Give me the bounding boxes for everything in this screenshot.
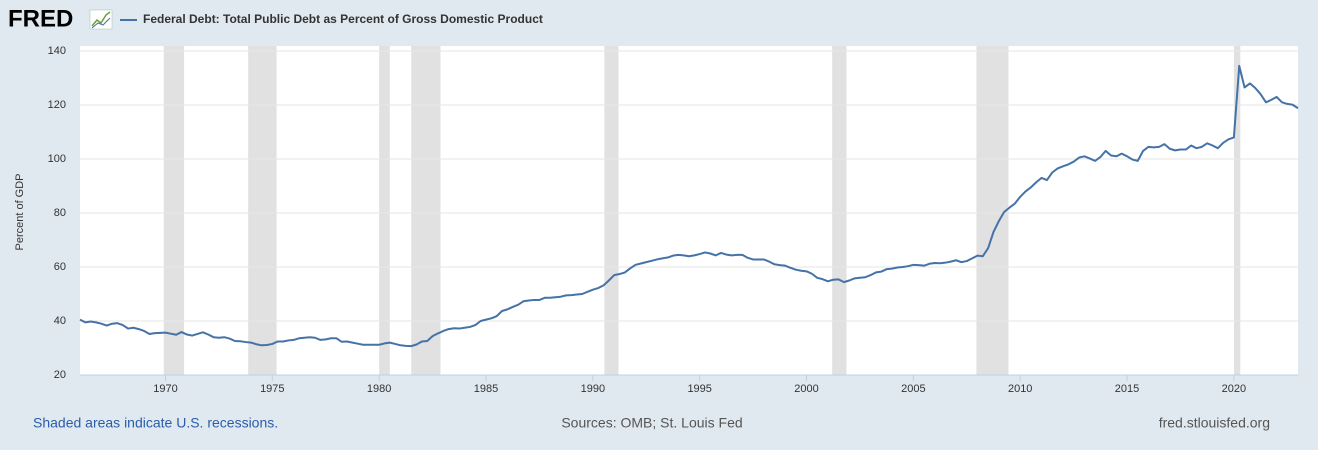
recession-band [1233, 46, 1241, 375]
sources: Sources: OMB; St. Louis Fed [561, 415, 742, 431]
y-tick-label: 40 [54, 315, 66, 327]
y-tick-label: 60 [54, 261, 66, 273]
y-tick-label: 20 [54, 369, 66, 381]
series-line [79, 64, 1299, 348]
x-tick-label: 1980 [367, 383, 391, 395]
y-tick-label: 80 [54, 207, 66, 219]
recession-band [163, 46, 185, 375]
x-tick-label: 1995 [687, 383, 711, 395]
x-tick-label: 1975 [260, 383, 284, 395]
x-tick-label: 1985 [474, 383, 498, 395]
recession-band [832, 46, 847, 375]
recession-note[interactable]: Shaded areas indicate U.S. recessions. [33, 415, 278, 431]
site-link[interactable]: fred.stlouisfed.org [1159, 415, 1270, 431]
plot-area [80, 46, 1298, 375]
recession-band [379, 46, 390, 375]
logo-icon [89, 9, 113, 30]
y-axis-label: Percent of GDP [14, 173, 26, 250]
legend-label: Federal Debt: Total Public Debt as Perce… [143, 12, 543, 26]
x-tick-label: 2000 [794, 383, 818, 395]
x-tick-label: 1970 [153, 383, 177, 395]
logo: FRED [8, 5, 73, 32]
recession-band [604, 46, 619, 375]
recession-band [248, 46, 277, 375]
y-tick-label: 140 [48, 45, 66, 57]
x-tick-label: 2015 [1115, 383, 1139, 395]
x-tick-label: 1990 [581, 383, 605, 395]
x-tick-label: 2005 [901, 383, 925, 395]
recession-band [976, 46, 1009, 375]
recession-band [411, 46, 441, 375]
x-tick-label: 2010 [1008, 383, 1032, 395]
y-tick-label: 120 [48, 99, 66, 111]
x-tick-label: 2020 [1222, 383, 1246, 395]
y-tick-label: 100 [48, 153, 66, 165]
